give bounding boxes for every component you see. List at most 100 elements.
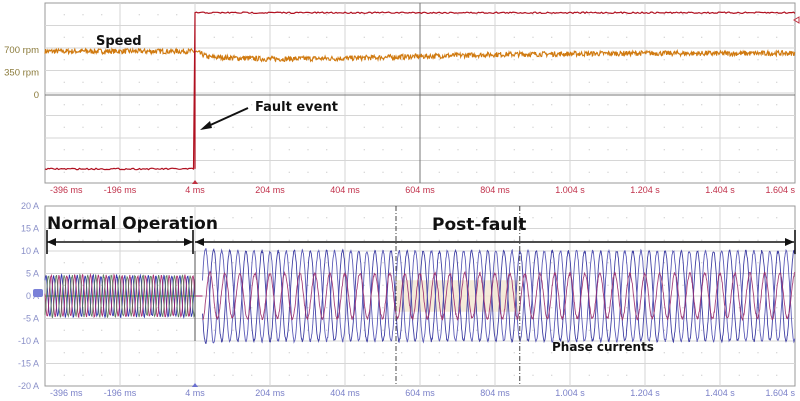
grid-dot: [363, 149, 365, 151]
grid-dot: [776, 126, 778, 128]
phase-current-trace: [44, 273, 196, 319]
grid-dot: [307, 59, 309, 61]
grid-dot: [138, 307, 140, 309]
grid-dot: [513, 171, 515, 173]
grid-dot: [738, 149, 740, 151]
x-tick-label: 404 ms: [330, 185, 360, 195]
grid-dot: [176, 284, 178, 286]
grid-dot: [626, 374, 628, 376]
grid-dot: [757, 126, 759, 128]
grid-dot: [101, 329, 103, 331]
grid-dot: [757, 352, 759, 354]
grid-dot: [101, 149, 103, 151]
grid-dot: [232, 36, 234, 38]
grid-dot: [157, 307, 159, 309]
grid-dot: [457, 149, 459, 151]
grid-dot: [157, 262, 159, 264]
grid-dot: [682, 104, 684, 106]
x-tick-label: 1.604 s: [765, 185, 795, 195]
grid-dot: [251, 149, 253, 151]
grid-dot: [757, 149, 759, 151]
speed-label: Speed: [96, 34, 142, 49]
grid-dot: [532, 329, 534, 331]
grid-dot: [213, 284, 215, 286]
grid-dot: [588, 239, 590, 241]
grid-dot: [607, 36, 609, 38]
grid-dot: [251, 59, 253, 61]
grid-dot: [532, 217, 534, 219]
x-tick-label: -396 ms: [50, 185, 83, 195]
grid-dot: [326, 262, 328, 264]
grid-dot: [326, 307, 328, 309]
grid-dot: [213, 171, 215, 173]
grid-dot: [232, 171, 234, 173]
y-tick-label: -5 A: [23, 314, 39, 324]
grid-dot: [757, 307, 759, 309]
phase-current-trace: [44, 272, 196, 319]
grid-dot: [701, 374, 703, 376]
grid-dot: [326, 329, 328, 331]
grid-dot: [63, 59, 65, 61]
grid-dot: [551, 262, 553, 264]
grid-dot: [63, 171, 65, 173]
grid-dot: [588, 126, 590, 128]
grid-dot: [738, 307, 740, 309]
x-tick-label: 204 ms: [255, 388, 285, 398]
grid-dot: [626, 284, 628, 286]
grid-dot: [307, 171, 309, 173]
grid-dot: [626, 171, 628, 173]
grid-dot: [401, 329, 403, 331]
fault-signal-trace: [44, 11, 796, 171]
grid-dot: [776, 81, 778, 83]
grid-dot: [363, 284, 365, 286]
grid-dot: [63, 352, 65, 354]
grid-dot: [607, 14, 609, 16]
grid-dot: [101, 171, 103, 173]
grid-dot: [513, 329, 515, 331]
grid-dot: [82, 81, 84, 83]
grid-dot: [476, 217, 478, 219]
grid-dot: [757, 262, 759, 264]
grid-dot: [551, 239, 553, 241]
grid-dot: [382, 374, 384, 376]
x-tick-label: 1.204 s: [630, 388, 660, 398]
grid-dot: [776, 149, 778, 151]
grid-dot: [213, 14, 215, 16]
grid-dot: [176, 374, 178, 376]
grid-dot: [701, 36, 703, 38]
grid-dot: [176, 126, 178, 128]
grid-dot: [382, 307, 384, 309]
grid-dot: [82, 14, 84, 16]
grid-dot: [663, 59, 665, 61]
grid-dot: [251, 352, 253, 354]
grid-dot: [101, 374, 103, 376]
grid-dot: [232, 239, 234, 241]
grid-dot: [626, 126, 628, 128]
grid-dot: [776, 171, 778, 173]
grid-dot: [82, 126, 84, 128]
grid-dot: [232, 126, 234, 128]
grid-dot: [288, 126, 290, 128]
grid-dot: [607, 352, 609, 354]
grid-dot: [363, 14, 365, 16]
grid-dot: [532, 14, 534, 16]
grid-dot: [588, 149, 590, 151]
grid-dot: [757, 14, 759, 16]
grid-dot: [532, 81, 534, 83]
grid-dot: [326, 104, 328, 106]
grid-dot: [457, 126, 459, 128]
grid-dot: [326, 217, 328, 219]
grid-dot: [682, 171, 684, 173]
grid-dot: [157, 171, 159, 173]
grid-dot: [251, 81, 253, 83]
grid-dot: [776, 59, 778, 61]
channel-marker[interactable]: [33, 289, 43, 297]
grid-dot: [776, 104, 778, 106]
grid-dot: [513, 374, 515, 376]
grid-dot: [288, 239, 290, 241]
grid-dot: [701, 217, 703, 219]
x-tick-label: 604 ms: [405, 388, 435, 398]
grid-dot: [476, 126, 478, 128]
grid-dot: [138, 14, 140, 16]
grid-dot: [401, 81, 403, 83]
